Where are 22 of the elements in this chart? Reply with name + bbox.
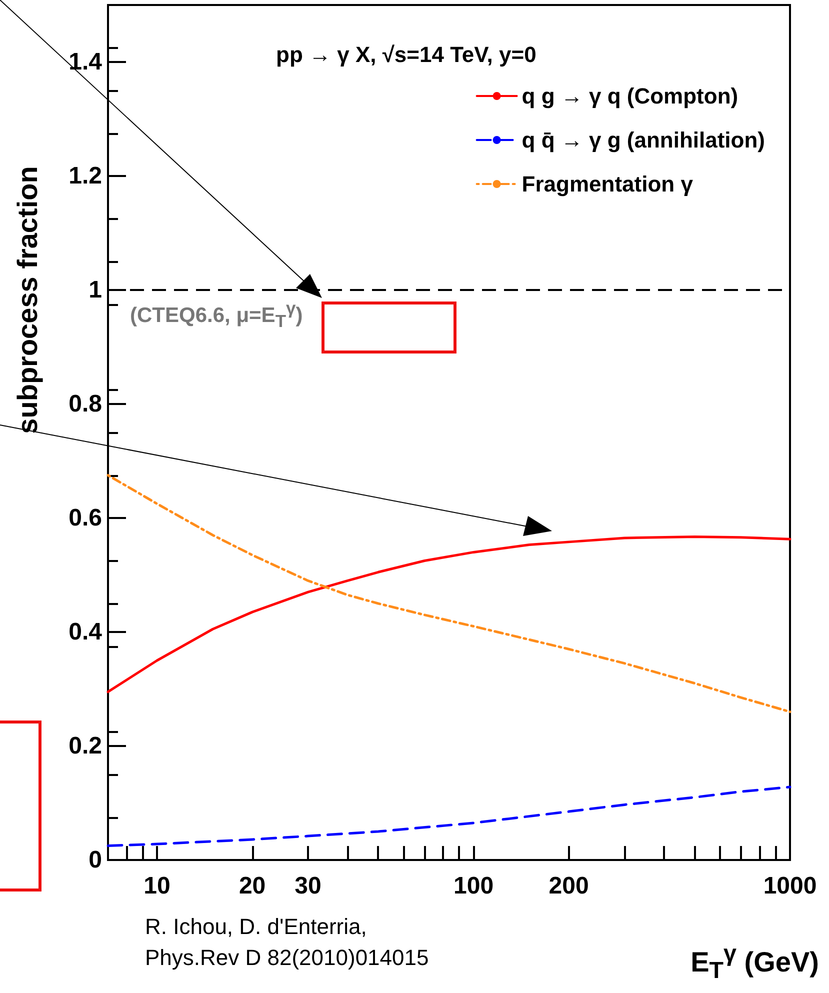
legend-label: q g → γ q (Compton) [522,84,738,108]
y-tick-label: 0.2 [68,732,102,760]
y-tick-label: 1 [88,276,102,304]
text: R. Ichou, D. d'Enterria, Phys.Rev D 82(2010)014015 [145,913,429,972]
x-axis-title: E$_{T}$$^{γ}$ (GeV) [690,940,819,984]
annotation: (CTEQ6.6, μ=E$_{T}$$^{γ}$) [130,297,303,334]
x-tick-label: 200 [548,872,589,900]
x-tick-label: 1000 [763,872,817,900]
y-axis-title: subprocess fraction [12,166,44,434]
y-tick-label: 0.6 [68,504,102,532]
x-tick-label: 20 [238,872,266,900]
y-tick-label: 1.2 [68,162,102,190]
legend-title: pp → γ X, √s=14 TeV, y=0 [276,42,536,68]
y-tick-label: 0.8 [68,390,102,418]
legend-label: Fragmentation γ [522,172,694,196]
y-tick-label: 0.4 [68,618,103,646]
y-tick-label: 0 [88,846,102,874]
x-tick-label: 100 [453,872,494,900]
legend-label: q q̄ → γ g (annihilation) [522,128,765,152]
x-tick-label: 10 [144,872,170,900]
x-tick-label: 30 [294,872,322,900]
y-tick-label: 1.4 [68,48,103,76]
